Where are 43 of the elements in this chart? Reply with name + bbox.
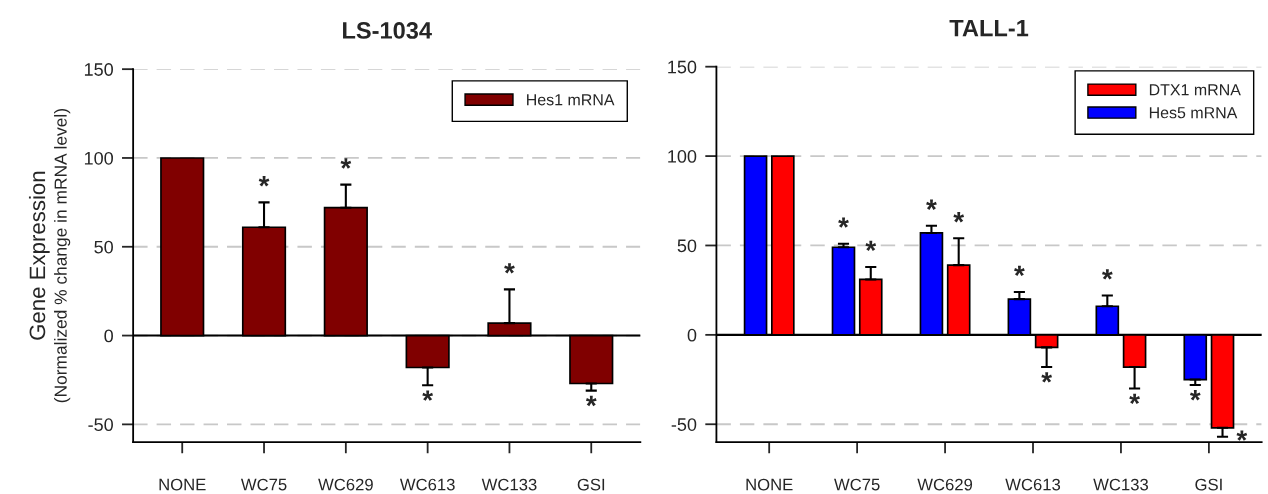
annotation: * — [953, 212, 965, 223]
y-tick-label: -50 — [88, 418, 113, 432]
y-axis-title: Gene Expression (Normalized % change in mRNA level) — [28, 109, 71, 403]
y-tick-label: 50 — [94, 240, 113, 254]
annotation: * — [1041, 372, 1053, 383]
x-tick-label: GSI — [577, 478, 605, 491]
legend-label: Hes1 mRNA — [527, 94, 615, 106]
legend-label: Hes5 mRNA — [1149, 107, 1238, 119]
x-tick-label: NONE — [746, 478, 793, 491]
y-tick-label: 50 — [677, 239, 697, 253]
x-tick-label: NONE — [159, 478, 206, 491]
x-tick-label: WC629 — [318, 478, 373, 491]
annotation: * — [504, 263, 515, 274]
x-tick-label: WC75 — [834, 478, 880, 491]
x-tick-label: GSI — [1195, 478, 1222, 491]
y-tick-label: 150 — [84, 63, 113, 76]
annotation: * — [1189, 390, 1201, 401]
x-tick-label: WC613 — [399, 478, 455, 491]
annotation: * — [1236, 430, 1248, 441]
annotation: * — [258, 176, 270, 187]
x-tick-label: WC75 — [240, 478, 287, 491]
y-tick-label: 100 — [84, 151, 113, 165]
y-tick-label: 150 — [668, 60, 697, 74]
legend-label: DTX1 mRNA — [1149, 84, 1241, 96]
annotation: * — [1102, 269, 1113, 280]
y-tick-label: -50 — [671, 418, 697, 431]
x-tick-label: WC613 — [1005, 478, 1061, 491]
annotation: * — [926, 199, 937, 210]
x-tick-label: WC133 — [481, 478, 537, 491]
x-tick-label: WC629 — [917, 478, 973, 491]
annotation: * — [1129, 393, 1140, 405]
annotation: * — [340, 158, 352, 169]
y-tick-label: 100 — [668, 150, 697, 163]
annotation: * — [585, 395, 597, 407]
chart-title: LS-1034 — [343, 22, 432, 39]
annotation: * — [865, 240, 877, 251]
x-tick-label: WC133 — [1093, 478, 1149, 491]
chart-title: TALL-1 — [949, 19, 1029, 37]
annotation: * — [838, 217, 849, 228]
y-tick-label: 0 — [687, 328, 697, 342]
annotation: * — [1014, 265, 1025, 277]
annotation: * — [422, 390, 434, 401]
y-tick-label: 0 — [104, 329, 113, 343]
